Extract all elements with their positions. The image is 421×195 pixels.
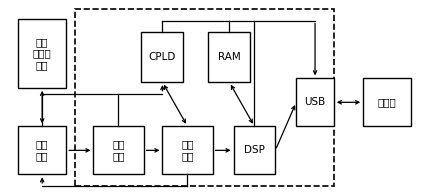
Text: USB: USB	[304, 97, 326, 107]
FancyBboxPatch shape	[18, 19, 66, 88]
FancyBboxPatch shape	[93, 126, 144, 174]
FancyBboxPatch shape	[363, 78, 411, 126]
Text: DSP: DSP	[244, 145, 265, 155]
FancyBboxPatch shape	[163, 126, 213, 174]
FancyBboxPatch shape	[234, 126, 275, 174]
FancyBboxPatch shape	[18, 126, 66, 174]
Text: 模拟
处理: 模拟 处理	[112, 140, 125, 161]
Text: 模数
转换: 模数 转换	[181, 140, 194, 161]
FancyBboxPatch shape	[296, 78, 334, 126]
FancyBboxPatch shape	[208, 32, 250, 82]
Text: RAM: RAM	[218, 52, 241, 62]
FancyBboxPatch shape	[141, 32, 183, 82]
Text: 光电
二极管
阵列: 光电 二极管 阵列	[33, 37, 51, 70]
Text: 计算机: 计算机	[378, 97, 397, 107]
Text: CPLD: CPLD	[149, 52, 176, 62]
Text: 驱动
电路: 驱动 电路	[36, 140, 48, 161]
